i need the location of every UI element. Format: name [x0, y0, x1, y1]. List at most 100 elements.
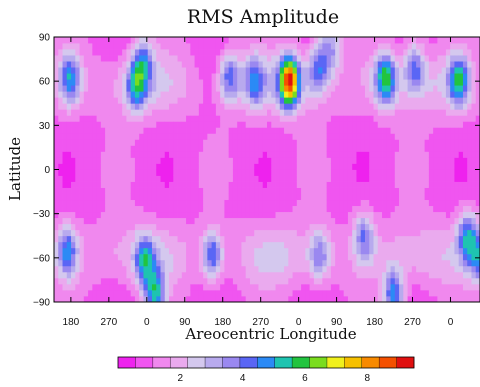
heatmap-cell: [113, 97, 119, 104]
heatmap-cell: [343, 259, 349, 267]
heatmap-cell: [339, 247, 345, 255]
heatmap-cell: [130, 253, 136, 261]
heatmap-cell: [296, 259, 302, 267]
heatmap-cell: [407, 85, 413, 92]
heatmap-cell: [62, 163, 68, 170]
heatmap-cell: [437, 211, 443, 219]
heatmap-cell: [471, 73, 477, 80]
heatmap-cell: [96, 97, 102, 104]
heatmap-cell: [305, 55, 310, 62]
heatmap-cell: [211, 103, 217, 110]
heatmap-cell: [186, 139, 191, 146]
heatmap-cell: [181, 175, 187, 182]
heatmap-cell: [224, 181, 230, 188]
heatmap-cell: [454, 175, 460, 182]
heatmap-cell: [203, 139, 208, 146]
heatmap-cell: [347, 37, 353, 44]
heatmap-cell: [143, 79, 149, 86]
heatmap-cell: [237, 127, 242, 134]
heatmap-cell: [92, 289, 97, 297]
heatmap-cell: [339, 211, 345, 219]
heatmap-cell: [262, 115, 268, 122]
heatmap-cell: [105, 193, 110, 201]
heatmap-cell: [207, 127, 213, 134]
heatmap-cell: [169, 91, 174, 98]
heatmap-cell: [147, 271, 153, 279]
heatmap-cell: [301, 223, 306, 231]
heatmap-cell: [428, 265, 434, 273]
heatmap-cell: [79, 109, 85, 116]
heatmap-cell: [279, 289, 285, 297]
heatmap-cell: [347, 121, 353, 128]
heatmap-cell: [83, 247, 89, 255]
heatmap-cell: [105, 55, 110, 62]
heatmap-cell: [92, 283, 97, 291]
heatmap-cell: [343, 115, 349, 122]
heatmap-cell: [369, 163, 374, 170]
heatmap-cell: [377, 73, 383, 80]
heatmap-cell: [347, 229, 353, 237]
heatmap-cell: [403, 115, 408, 122]
heatmap-cell: [83, 169, 89, 176]
heatmap-cell: [100, 121, 106, 128]
heatmap-cell: [177, 85, 183, 92]
heatmap-cell: [458, 67, 464, 74]
heatmap-cell: [262, 217, 268, 225]
heatmap-cell: [360, 73, 366, 80]
heatmap-cell: [58, 49, 63, 56]
heatmap-cell: [75, 121, 80, 128]
heatmap-cell: [62, 79, 68, 86]
heatmap-cell: [151, 235, 157, 243]
heatmap-cell: [288, 115, 293, 122]
heatmap-cell: [198, 139, 204, 146]
heatmap-cell: [211, 85, 217, 92]
heatmap-cell: [109, 187, 115, 194]
heatmap-cell: [134, 115, 140, 122]
heatmap-cell: [377, 277, 383, 285]
heatmap-cell: [134, 61, 140, 68]
heatmap-cell: [433, 151, 438, 158]
heatmap-cell: [454, 91, 460, 98]
heatmap-cell: [301, 103, 306, 110]
heatmap-cell: [109, 277, 115, 285]
heatmap-cell: [458, 181, 464, 188]
heatmap-cell: [462, 103, 468, 110]
heatmap-cell: [54, 253, 59, 261]
heatmap-cell: [169, 85, 174, 92]
heatmap-cell: [237, 175, 242, 182]
heatmap-cell: [122, 265, 127, 273]
heatmap-cell: [147, 79, 153, 86]
heatmap-cell: [130, 295, 136, 303]
heatmap-cell: [62, 229, 68, 237]
heatmap-cell: [66, 187, 72, 194]
heatmap-cell: [54, 55, 59, 62]
heatmap-cell: [100, 199, 106, 207]
heatmap-cell: [83, 217, 89, 225]
heatmap-cell: [194, 91, 200, 98]
heatmap-cell: [79, 187, 85, 194]
heatmap-cell: [347, 181, 353, 188]
heatmap-cell: [66, 211, 72, 219]
heatmap-cell: [190, 85, 195, 92]
heatmap-cell: [394, 271, 400, 279]
heatmap-cell: [109, 151, 115, 158]
heatmap-cell: [382, 103, 387, 110]
heatmap-cell: [96, 253, 102, 261]
heatmap-cell: [100, 253, 106, 261]
heatmap-cell: [211, 295, 217, 303]
heatmap-cell: [279, 169, 285, 176]
heatmap-cell: [151, 283, 157, 291]
heatmap-cell: [441, 37, 447, 44]
heatmap-cell: [254, 253, 259, 261]
heatmap-cell: [156, 277, 161, 285]
heatmap-cell: [394, 241, 400, 249]
heatmap-cell: [343, 265, 349, 273]
heatmap-cell: [130, 175, 136, 182]
heatmap-cell: [318, 229, 323, 237]
heatmap-cell: [347, 163, 353, 170]
heatmap-cell: [134, 175, 140, 182]
heatmap-cell: [305, 169, 310, 176]
heatmap-cell: [169, 205, 174, 213]
heatmap-cell: [309, 151, 315, 158]
heatmap-cell: [309, 265, 315, 273]
